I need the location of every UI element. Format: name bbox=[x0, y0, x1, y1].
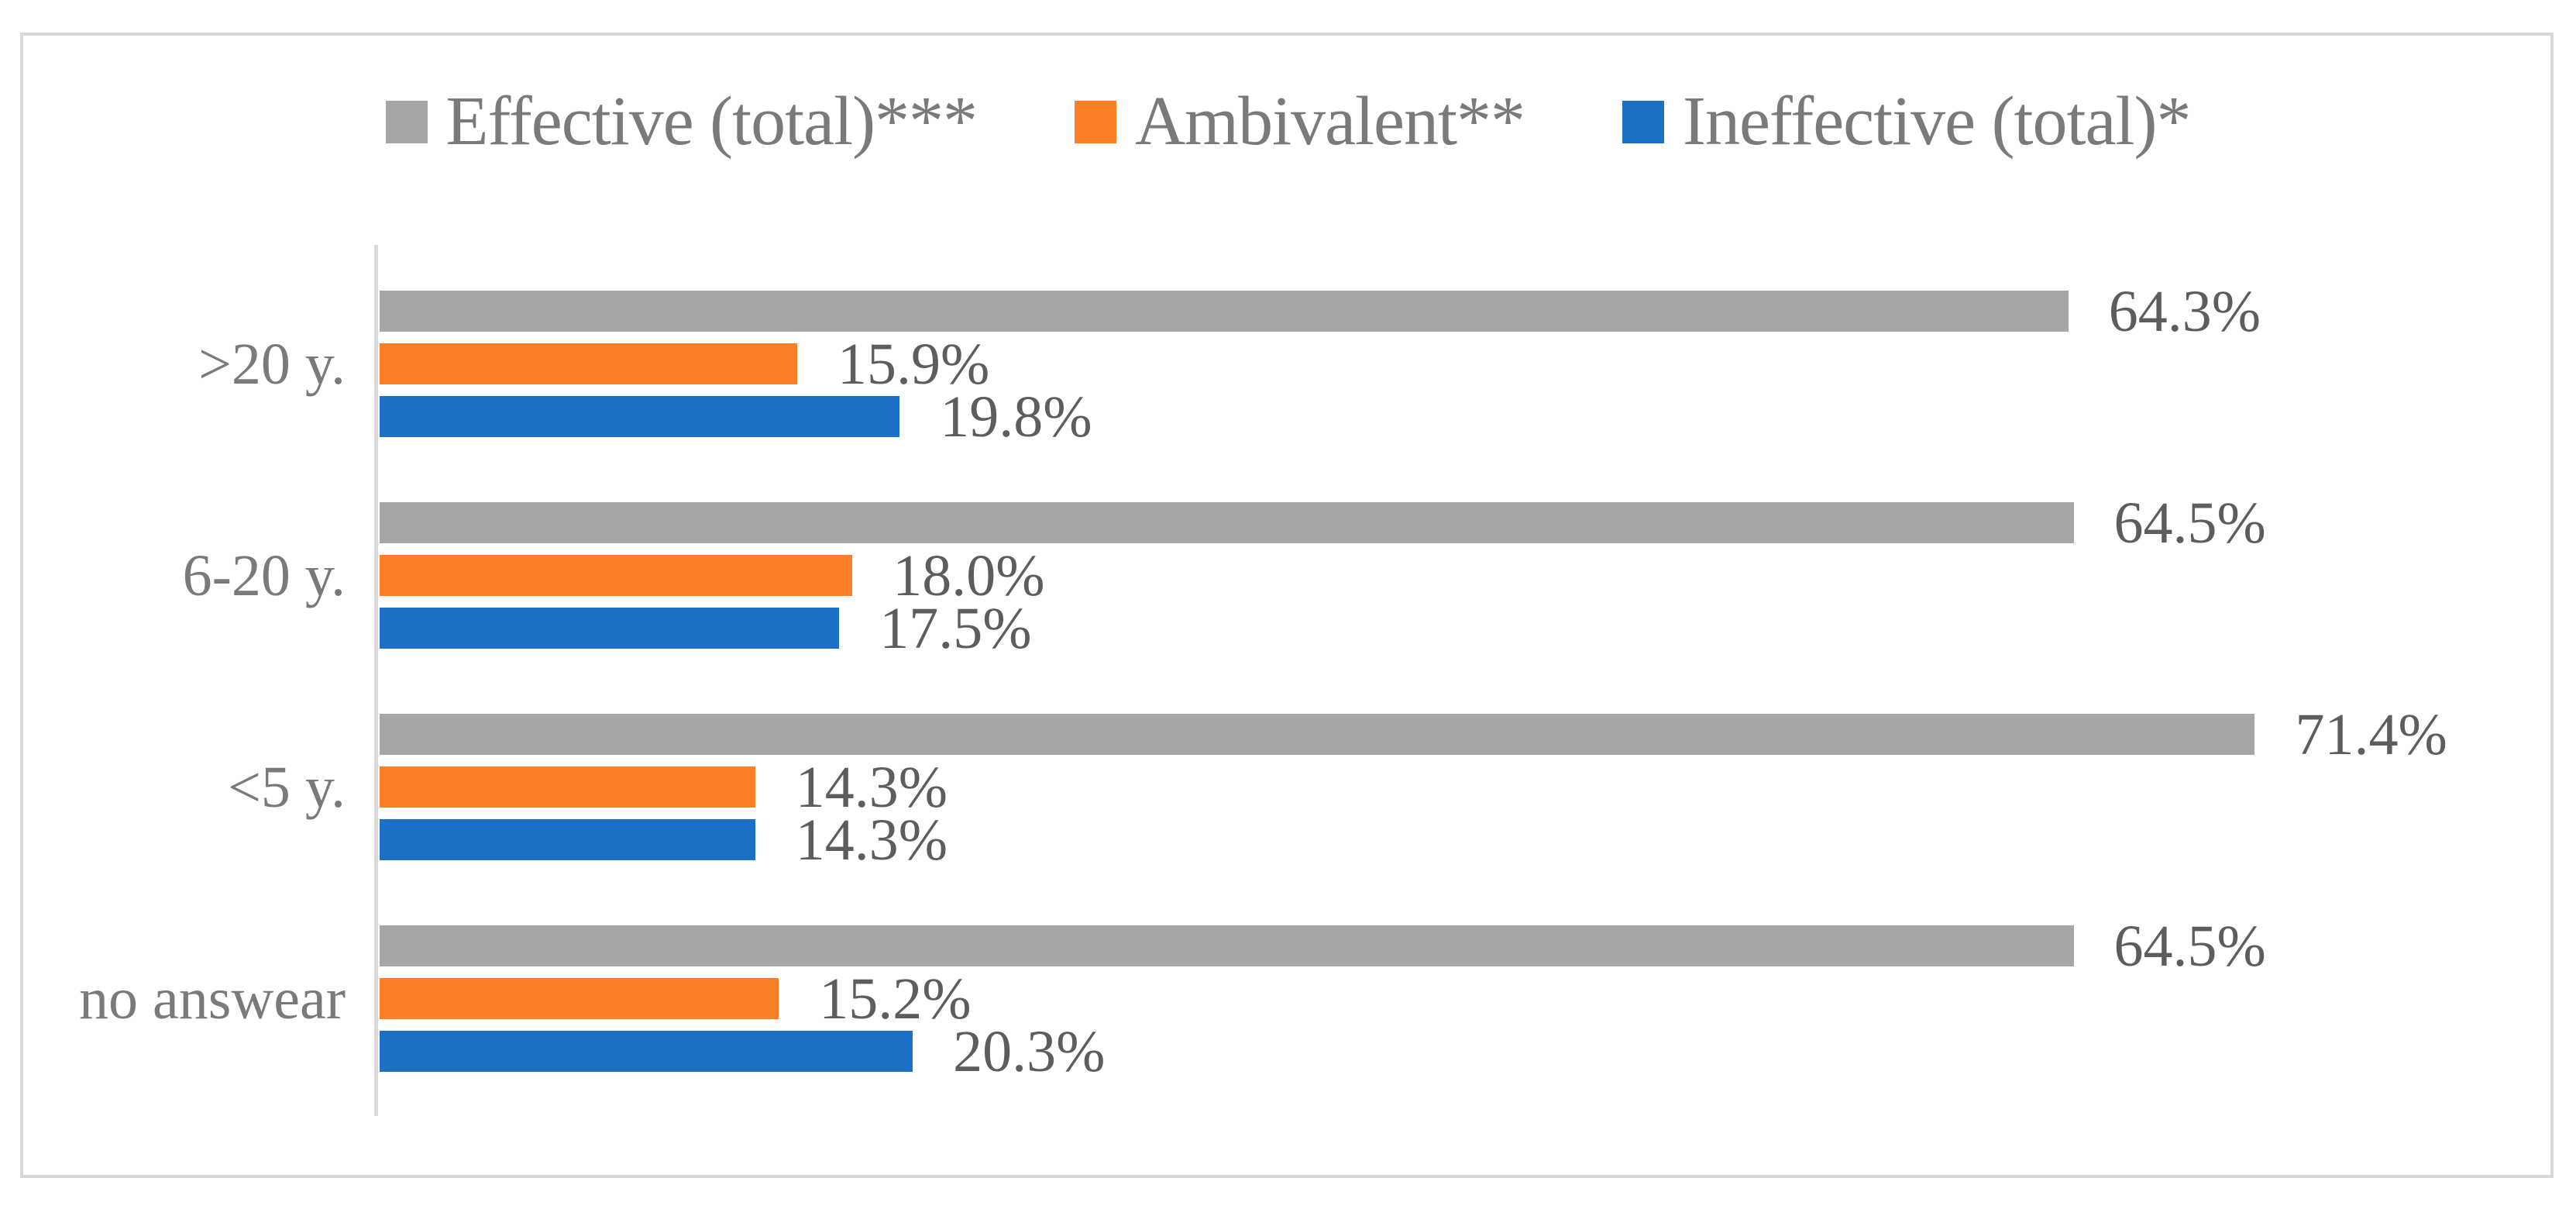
legend-swatch-effective-total-icon bbox=[385, 100, 428, 143]
legend-label-ineffective-total: Ineffective (total)* bbox=[1682, 83, 2191, 160]
bar-value-label: 18.0% bbox=[892, 542, 1045, 608]
bar-row: 19.8% bbox=[380, 388, 2576, 446]
bar-ineffective-total bbox=[380, 396, 900, 437]
bar-value-label: 17.5% bbox=[879, 595, 1032, 661]
bar-row: 14.3% bbox=[380, 758, 2576, 817]
bar-row: 20.3% bbox=[380, 1022, 2576, 1081]
category-group-20-y: >20 y. 64.3% 15.9% 19.8% bbox=[198, 282, 2576, 446]
legend-swatch-ineffective-total-icon bbox=[1622, 100, 1664, 143]
bar-value-label: 15.2% bbox=[819, 966, 972, 1032]
bar-value-label: 20.3% bbox=[953, 1018, 1106, 1084]
bar-row: 64.3% bbox=[380, 282, 2576, 341]
bar-value-label: 15.9% bbox=[837, 331, 990, 397]
category-label: <5 y. bbox=[228, 754, 346, 820]
y-axis-line bbox=[374, 245, 378, 1116]
legend-item-ineffective-total: Ineffective (total)* bbox=[1622, 83, 2191, 160]
bar-ambivalent bbox=[380, 343, 797, 384]
legend-item-effective-total: Effective (total)*** bbox=[385, 83, 978, 160]
category-label: no answear bbox=[79, 966, 346, 1032]
category-group-no-answear: no answear 64.5% 15.2% 20.3% bbox=[79, 917, 2576, 1081]
bar-effective-total bbox=[380, 502, 2074, 543]
bar-row: 15.2% bbox=[380, 970, 2576, 1028]
legend-label-effective-total: Effective (total)*** bbox=[445, 83, 978, 160]
bar-value-label: 64.3% bbox=[2108, 278, 2261, 344]
bar-row: 18.0% bbox=[380, 546, 2576, 605]
bar-row: 71.4% bbox=[380, 705, 2576, 764]
bar-ineffective-total bbox=[380, 1031, 913, 1072]
legend-item-ambivalent: Ambivalent** bbox=[1075, 87, 1525, 157]
bar-effective-total bbox=[380, 925, 2074, 966]
bar-value-label: 64.5% bbox=[2113, 913, 2266, 979]
bar-effective-total bbox=[380, 291, 2069, 332]
category-label: 6-20 y. bbox=[182, 542, 346, 608]
bar-value-label: 14.3% bbox=[795, 754, 948, 820]
bar-effective-total bbox=[380, 714, 2255, 755]
bar-row: 64.5% bbox=[380, 917, 2576, 976]
legend-swatch-ambivalent-icon bbox=[1075, 100, 1117, 143]
category-group-5-y: <5 y. 71.4% 14.3% 14.3% bbox=[228, 705, 2576, 870]
bar-row: 17.5% bbox=[380, 599, 2576, 658]
legend-label-ambivalent: Ambivalent** bbox=[1135, 83, 1525, 160]
bar-value-label: 64.5% bbox=[2113, 490, 2266, 556]
bar-ambivalent bbox=[380, 978, 779, 1019]
bar-row: 64.5% bbox=[380, 494, 2576, 553]
bar-ambivalent bbox=[380, 766, 755, 808]
plot-area: >20 y. 64.3% 15.9% 19.8% 6-20 y. 64.5% 18.0% 17… bbox=[79, 248, 2576, 1081]
bar-ineffective-total bbox=[380, 608, 840, 649]
bar-row: 15.9% bbox=[380, 335, 2576, 394]
bar-value-label: 14.3% bbox=[795, 807, 948, 873]
chart-legend: Effective (total)*** Ambivalent** Ineffe… bbox=[0, 87, 2576, 157]
bar-value-label: 71.4% bbox=[2295, 701, 2447, 767]
category-group-6-20-y: 6-20 y. 64.5% 18.0% 17.5% bbox=[183, 494, 2576, 658]
bar-row: 14.3% bbox=[380, 811, 2576, 870]
category-label: >20 y. bbox=[198, 331, 346, 397]
bar-value-label: 19.8% bbox=[940, 384, 1092, 450]
bar-ambivalent bbox=[380, 555, 853, 596]
bar-ineffective-total bbox=[380, 819, 755, 860]
